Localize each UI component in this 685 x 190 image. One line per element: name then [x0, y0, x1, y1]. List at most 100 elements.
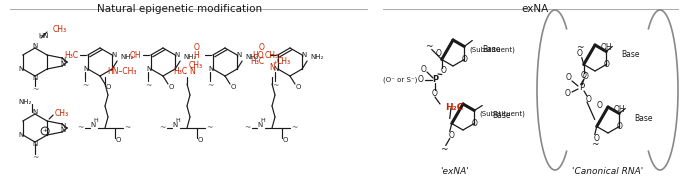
Text: CH₃: CH₃ [55, 108, 69, 117]
Text: CH₃: CH₃ [189, 60, 203, 70]
Text: CH₃: CH₃ [265, 51, 279, 60]
Text: O: O [282, 137, 288, 143]
Text: Base: Base [482, 45, 501, 54]
Text: N: N [273, 66, 279, 72]
Text: N: N [60, 123, 66, 129]
Text: exNA: exNA [521, 4, 549, 14]
Text: ~: ~ [244, 124, 250, 132]
Text: N: N [208, 66, 214, 72]
Text: 'exNA': 'exNA' [440, 168, 469, 177]
Text: H₃C: H₃C [173, 66, 187, 75]
Text: HN: HN [38, 33, 49, 39]
Text: ~: ~ [291, 124, 297, 132]
Text: ~: ~ [206, 124, 212, 132]
Text: N: N [32, 141, 38, 147]
Text: O: O [565, 89, 571, 97]
Text: Natural epigenetic modification: Natural epigenetic modification [97, 4, 262, 14]
Text: Base: Base [621, 50, 640, 59]
Text: Base: Base [634, 114, 653, 123]
Text: Base: Base [493, 111, 511, 120]
Text: O: O [197, 137, 203, 143]
Text: ~: ~ [272, 82, 278, 90]
Text: ~: ~ [77, 124, 83, 132]
Text: N: N [173, 122, 177, 128]
Text: O: O [169, 84, 174, 90]
Text: O: O [471, 119, 477, 128]
Text: O: O [586, 96, 592, 105]
Text: O: O [616, 122, 622, 131]
Text: N: N [84, 66, 88, 72]
Text: H₃C: H₃C [250, 58, 264, 66]
Text: O: O [603, 60, 609, 69]
Text: N: N [189, 66, 195, 75]
Text: N: N [32, 75, 38, 81]
Text: P: P [432, 75, 438, 85]
Text: N: N [60, 61, 66, 67]
Text: (Substituent): (Substituent) [479, 110, 525, 117]
Text: N: N [258, 122, 262, 128]
Text: ~: ~ [32, 86, 38, 94]
Text: O: O [421, 64, 427, 74]
Text: O: O [230, 84, 236, 90]
Text: OH: OH [601, 44, 612, 52]
Text: H: H [94, 119, 99, 124]
Text: N: N [175, 52, 179, 58]
Text: N: N [269, 63, 275, 73]
Text: O: O [295, 84, 301, 90]
Text: ~: ~ [159, 124, 165, 132]
Text: 'Canonical RNA': 'Canonical RNA' [573, 168, 644, 177]
Text: N: N [60, 57, 66, 63]
Text: N: N [32, 43, 38, 49]
Text: O: O [436, 49, 442, 58]
Text: CH₃: CH₃ [277, 58, 291, 66]
Text: O: O [594, 134, 599, 143]
Text: O: O [432, 89, 438, 98]
Text: O: O [566, 74, 572, 82]
Text: ~: ~ [145, 82, 151, 90]
Text: O: O [597, 101, 603, 111]
Text: O: O [577, 49, 583, 58]
Text: O: O [581, 70, 587, 79]
Text: +: + [273, 60, 277, 66]
Text: HO: HO [252, 51, 264, 59]
Text: O: O [418, 75, 424, 85]
Text: H₃C: H₃C [64, 51, 78, 59]
Text: (O⁻ or S⁻): (O⁻ or S⁻) [383, 77, 417, 83]
Text: N: N [32, 109, 38, 115]
Text: N: N [60, 127, 66, 133]
Text: N: N [236, 52, 242, 58]
Text: N: N [18, 66, 23, 72]
Text: +: + [42, 128, 47, 134]
Text: NH₂: NH₂ [310, 54, 323, 60]
Text: O: O [105, 84, 111, 90]
Text: N: N [90, 122, 96, 128]
Text: HN–CH₃: HN–CH₃ [107, 67, 136, 77]
Text: NH₂: NH₂ [183, 54, 197, 60]
Text: N: N [301, 52, 307, 58]
Text: O: O [583, 72, 588, 81]
Text: O: O [441, 66, 447, 75]
Text: ~: ~ [440, 145, 447, 154]
Text: O: O [449, 131, 455, 140]
Text: H: H [175, 119, 180, 124]
Text: CH₃: CH₃ [53, 25, 67, 33]
Text: N: N [112, 52, 116, 58]
Text: OH: OH [129, 51, 141, 59]
Text: O: O [115, 137, 121, 143]
Text: NH₂: NH₂ [245, 54, 258, 60]
Text: ~: ~ [32, 154, 38, 162]
Text: O: O [259, 43, 265, 51]
Text: ~: ~ [124, 124, 130, 132]
Text: (Substituent): (Substituent) [469, 46, 515, 53]
Text: O: O [461, 55, 467, 64]
Text: O: O [194, 43, 200, 51]
Text: N: N [18, 132, 23, 138]
Text: H: H [193, 51, 199, 59]
Text: ~: ~ [82, 82, 88, 90]
Text: ~: ~ [207, 82, 213, 90]
Text: ~: ~ [425, 42, 432, 51]
Text: NH₂: NH₂ [18, 99, 32, 105]
Text: N: N [147, 66, 151, 72]
Text: NH₂: NH₂ [120, 54, 134, 60]
Text: OH: OH [614, 105, 625, 115]
